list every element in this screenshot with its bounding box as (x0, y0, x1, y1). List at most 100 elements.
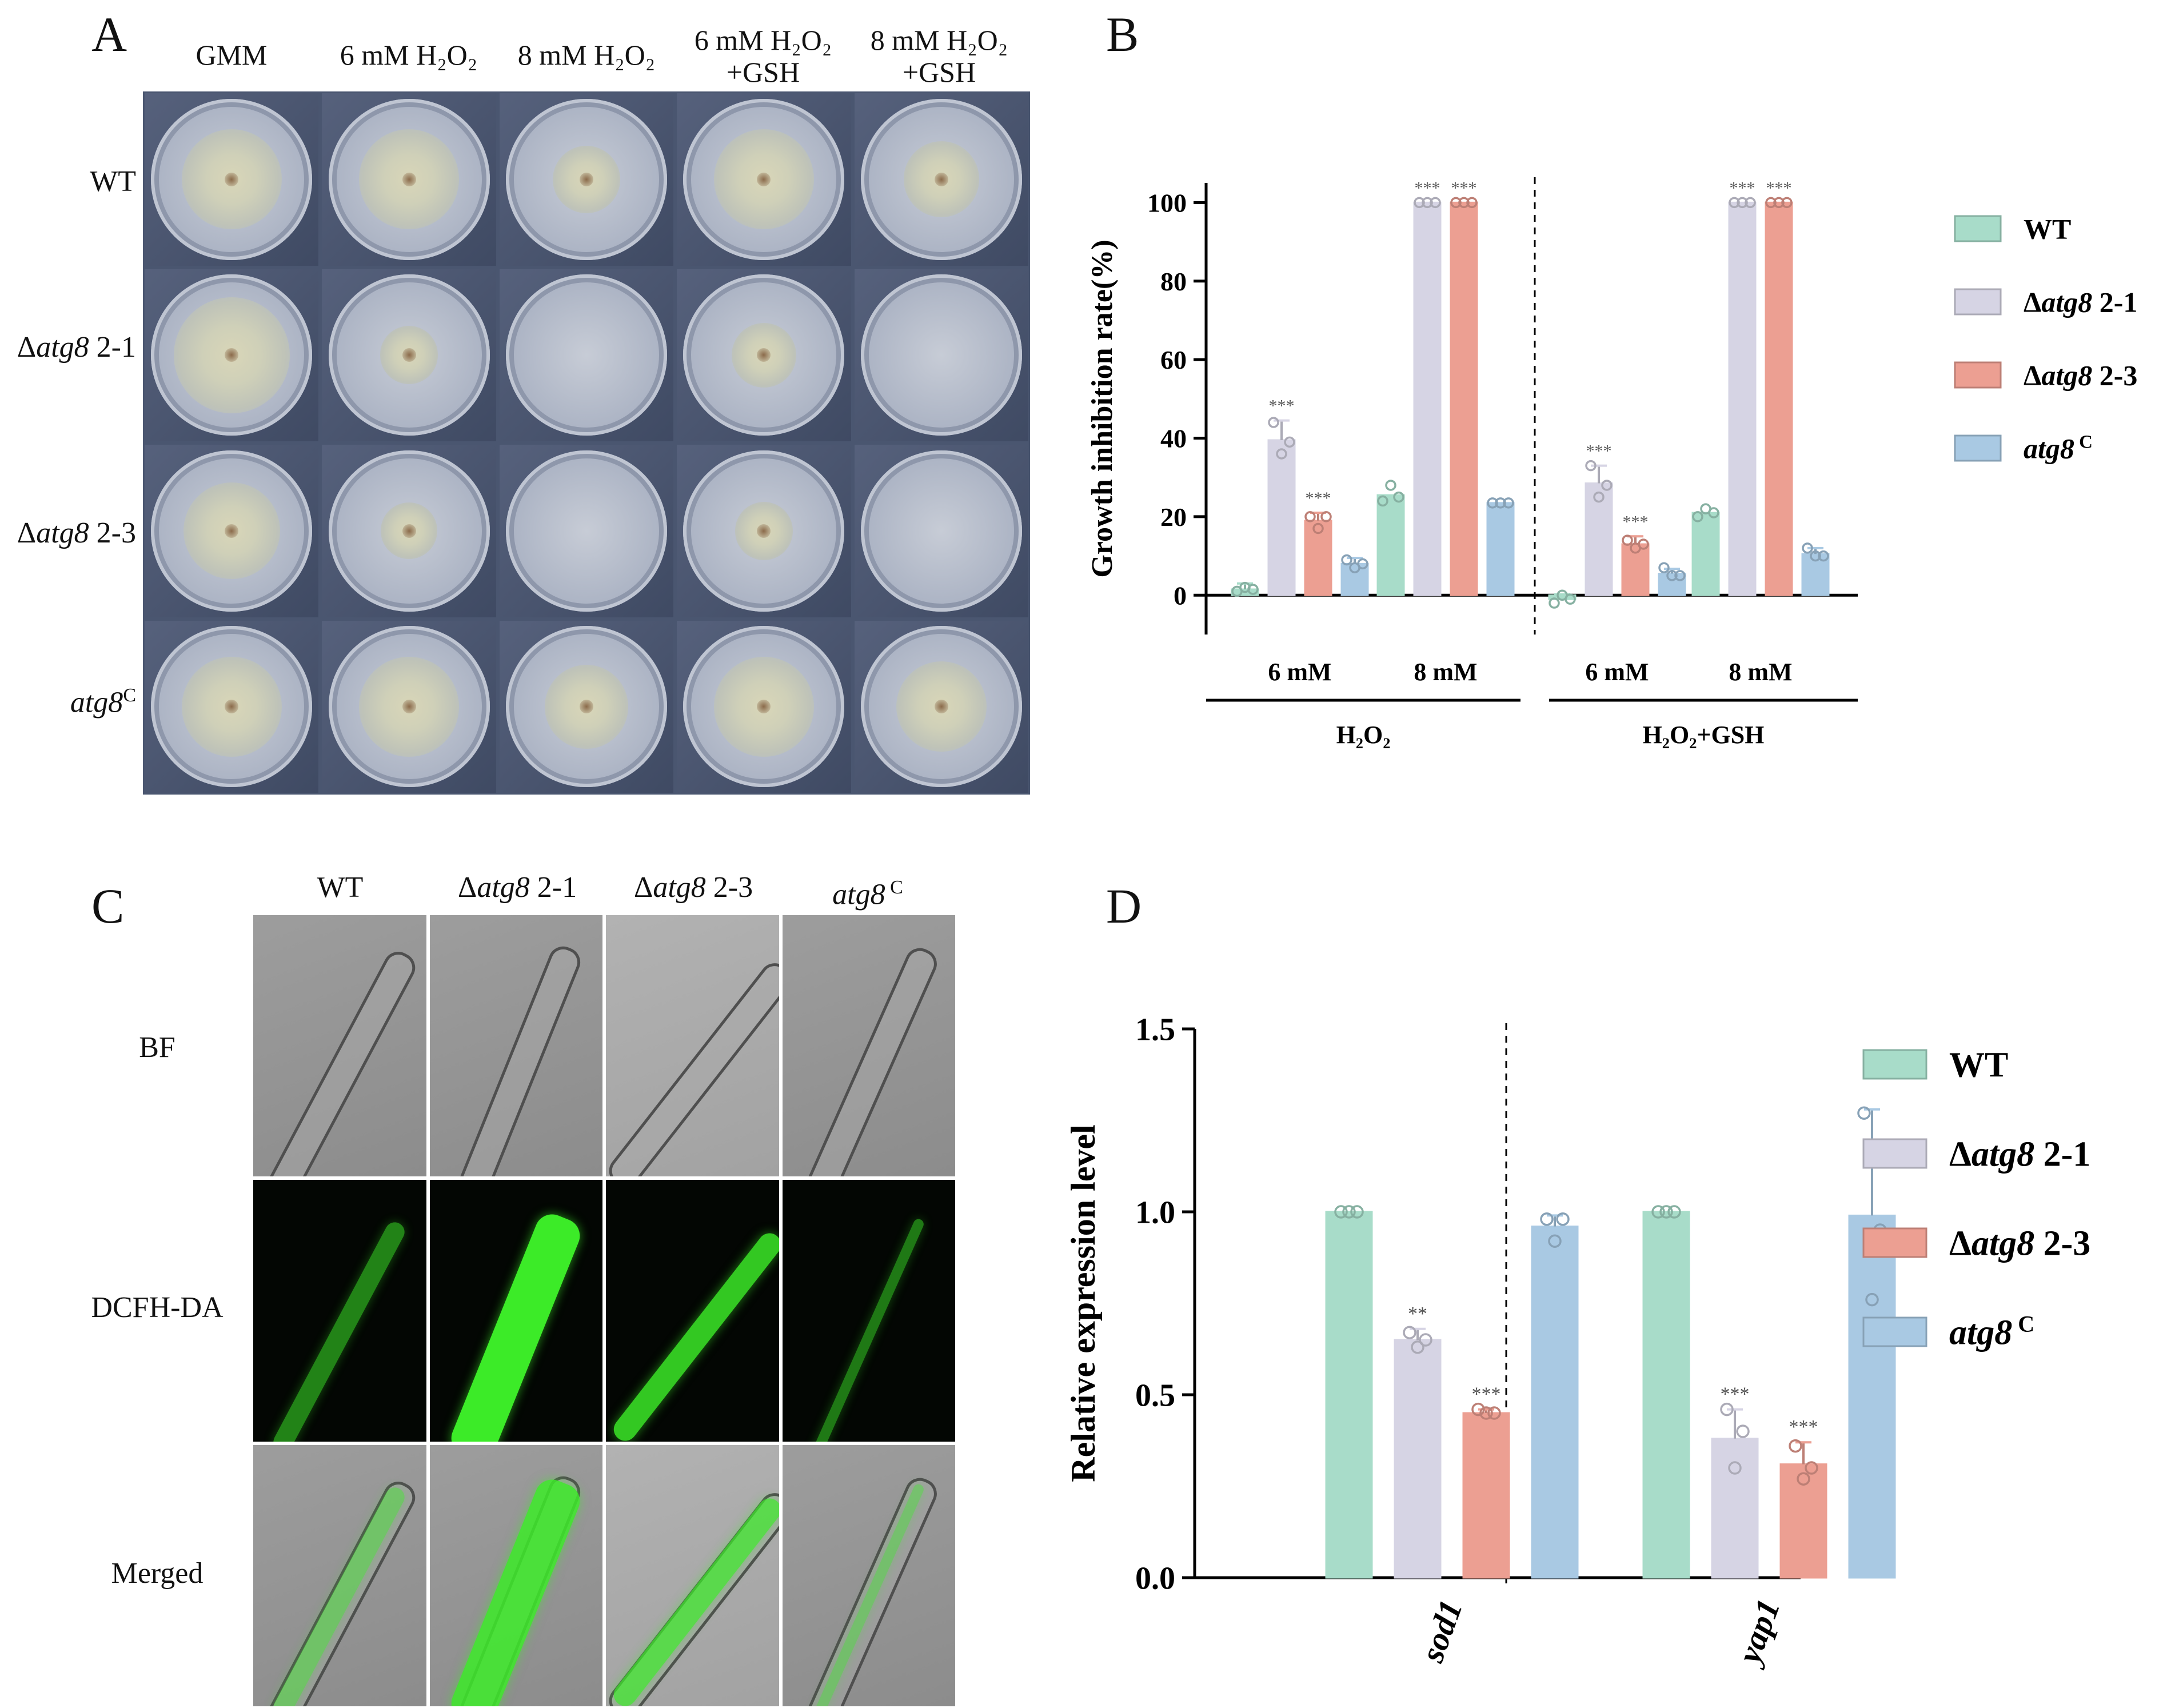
bar (1711, 1438, 1759, 1579)
data-point (1674, 570, 1686, 581)
bar (1585, 482, 1613, 596)
data-point (1565, 593, 1576, 605)
micrograph-cell (606, 1180, 779, 1442)
panel-a-column-header-line1: 6 mM H₂O₂ (694, 24, 832, 56)
y-tick-label: 0.0 (1135, 1561, 1175, 1597)
colony-center (757, 348, 771, 362)
bar (1728, 201, 1757, 596)
petri-dish (860, 98, 1022, 260)
data-point (1720, 1402, 1734, 1416)
micrograph-cell (253, 1180, 426, 1442)
fluorescent-hypha (811, 1218, 925, 1442)
fungal-colony (381, 502, 437, 560)
colony-center (225, 172, 239, 186)
panel-c-row-header: BF (80, 1031, 234, 1064)
data-point (1411, 1340, 1424, 1354)
bar (1462, 1412, 1510, 1579)
panel-a-letter: A (91, 7, 127, 62)
y-tick-label: 60 (1160, 345, 1187, 374)
col-plain: 2-3 (705, 871, 753, 904)
data-point (1341, 554, 1352, 566)
data-point (1593, 491, 1605, 503)
row-strain: atg8 (36, 331, 89, 364)
panel-a-row-header: WT (11, 165, 136, 198)
bar (1304, 520, 1332, 596)
data-point (1548, 1234, 1562, 1248)
bar (1486, 502, 1515, 596)
bar (1267, 439, 1296, 596)
petri-dish (505, 98, 667, 260)
data-point (1585, 460, 1597, 472)
panel-a-row-header: atg8C (11, 685, 136, 719)
panel-a-column-header: 8 mM H₂O₂ +GSH (853, 24, 1025, 88)
colony-center (579, 700, 593, 714)
plate-cell (499, 93, 674, 266)
micrograph-cell (253, 1444, 426, 1706)
row-label: Merged (111, 1557, 203, 1590)
petri-dish (505, 274, 667, 436)
panel-c-letter: C (91, 879, 125, 933)
colony-center (225, 700, 239, 714)
fluorescent-hypha (609, 1493, 779, 1706)
bar (1642, 1211, 1690, 1579)
plate-cell (145, 93, 319, 266)
bar (1413, 201, 1442, 596)
data-point (1736, 1424, 1750, 1438)
plate-cell (499, 445, 674, 617)
col-strain: atg8 (832, 878, 885, 911)
panel-a-column-header: 8 mM H₂O₂ (501, 39, 672, 71)
significance-stars: *** (1789, 1416, 1818, 1438)
data-point (1658, 562, 1670, 573)
plate-cell (145, 620, 319, 793)
legend-swatch (1954, 434, 2002, 462)
legend-label: Δatg8 2-1 (1949, 1135, 2090, 1174)
row-suffix: 2-1 (89, 331, 136, 364)
row-suffix: 2-3 (89, 517, 136, 549)
data-point (1403, 1326, 1416, 1339)
fungal-colony (181, 656, 282, 757)
plate-cell (322, 269, 496, 441)
plate-cell (854, 445, 1028, 617)
panel-a-row-header: Δatg8 2-1 (11, 330, 136, 364)
data-point (1659, 1205, 1673, 1219)
petri-dish (151, 274, 313, 436)
fungal-colony (380, 326, 438, 384)
data-point (1865, 1292, 1879, 1307)
data-point (1802, 542, 1813, 554)
panel-c-row-header: DCFH-DA (80, 1291, 234, 1324)
plate-cell (677, 93, 851, 266)
data-point (1666, 570, 1678, 581)
data-point (1773, 197, 1785, 209)
panel-b-letter: B (1106, 7, 1139, 62)
y-axis-label: Relative expression level (1064, 1124, 1102, 1482)
plate-cell (499, 269, 674, 441)
panel-a-column-header-line1: 6 mM H₂O₂ (340, 39, 478, 71)
data-point (1247, 584, 1259, 595)
panel-a-plate-grid (143, 91, 1030, 795)
fungal-colony (735, 501, 793, 560)
legend-label: atg8 C (2024, 432, 2093, 465)
micrograph-cell (782, 915, 955, 1177)
category-label: 6 mM (1585, 658, 1649, 686)
colony-center (402, 348, 416, 362)
row-superscript: C (123, 685, 136, 706)
plate-cell (322, 93, 496, 266)
colony-center (225, 524, 239, 538)
bar (1848, 1214, 1896, 1579)
legend-swatch (1862, 1227, 1927, 1258)
legend-swatch (1954, 361, 2002, 389)
y-axis-label: Growth inhibition rate(%) (1086, 240, 1119, 577)
petri-dish (328, 450, 490, 612)
colony-center (579, 172, 593, 186)
micrograph-cell (429, 915, 602, 1177)
petri-dish (505, 626, 667, 788)
fungal-colony (552, 145, 621, 213)
col-strain: atg8 (477, 871, 530, 904)
y-tick-label: 40 (1160, 424, 1187, 453)
data-point (1651, 1205, 1665, 1219)
fungal-colony (359, 656, 459, 757)
legend-swatch (1862, 1138, 1927, 1169)
row-label: DCFH-DA (91, 1291, 224, 1324)
significance-stars: *** (1415, 178, 1440, 197)
panel-a-column-header-line2: +GSH (902, 56, 976, 88)
